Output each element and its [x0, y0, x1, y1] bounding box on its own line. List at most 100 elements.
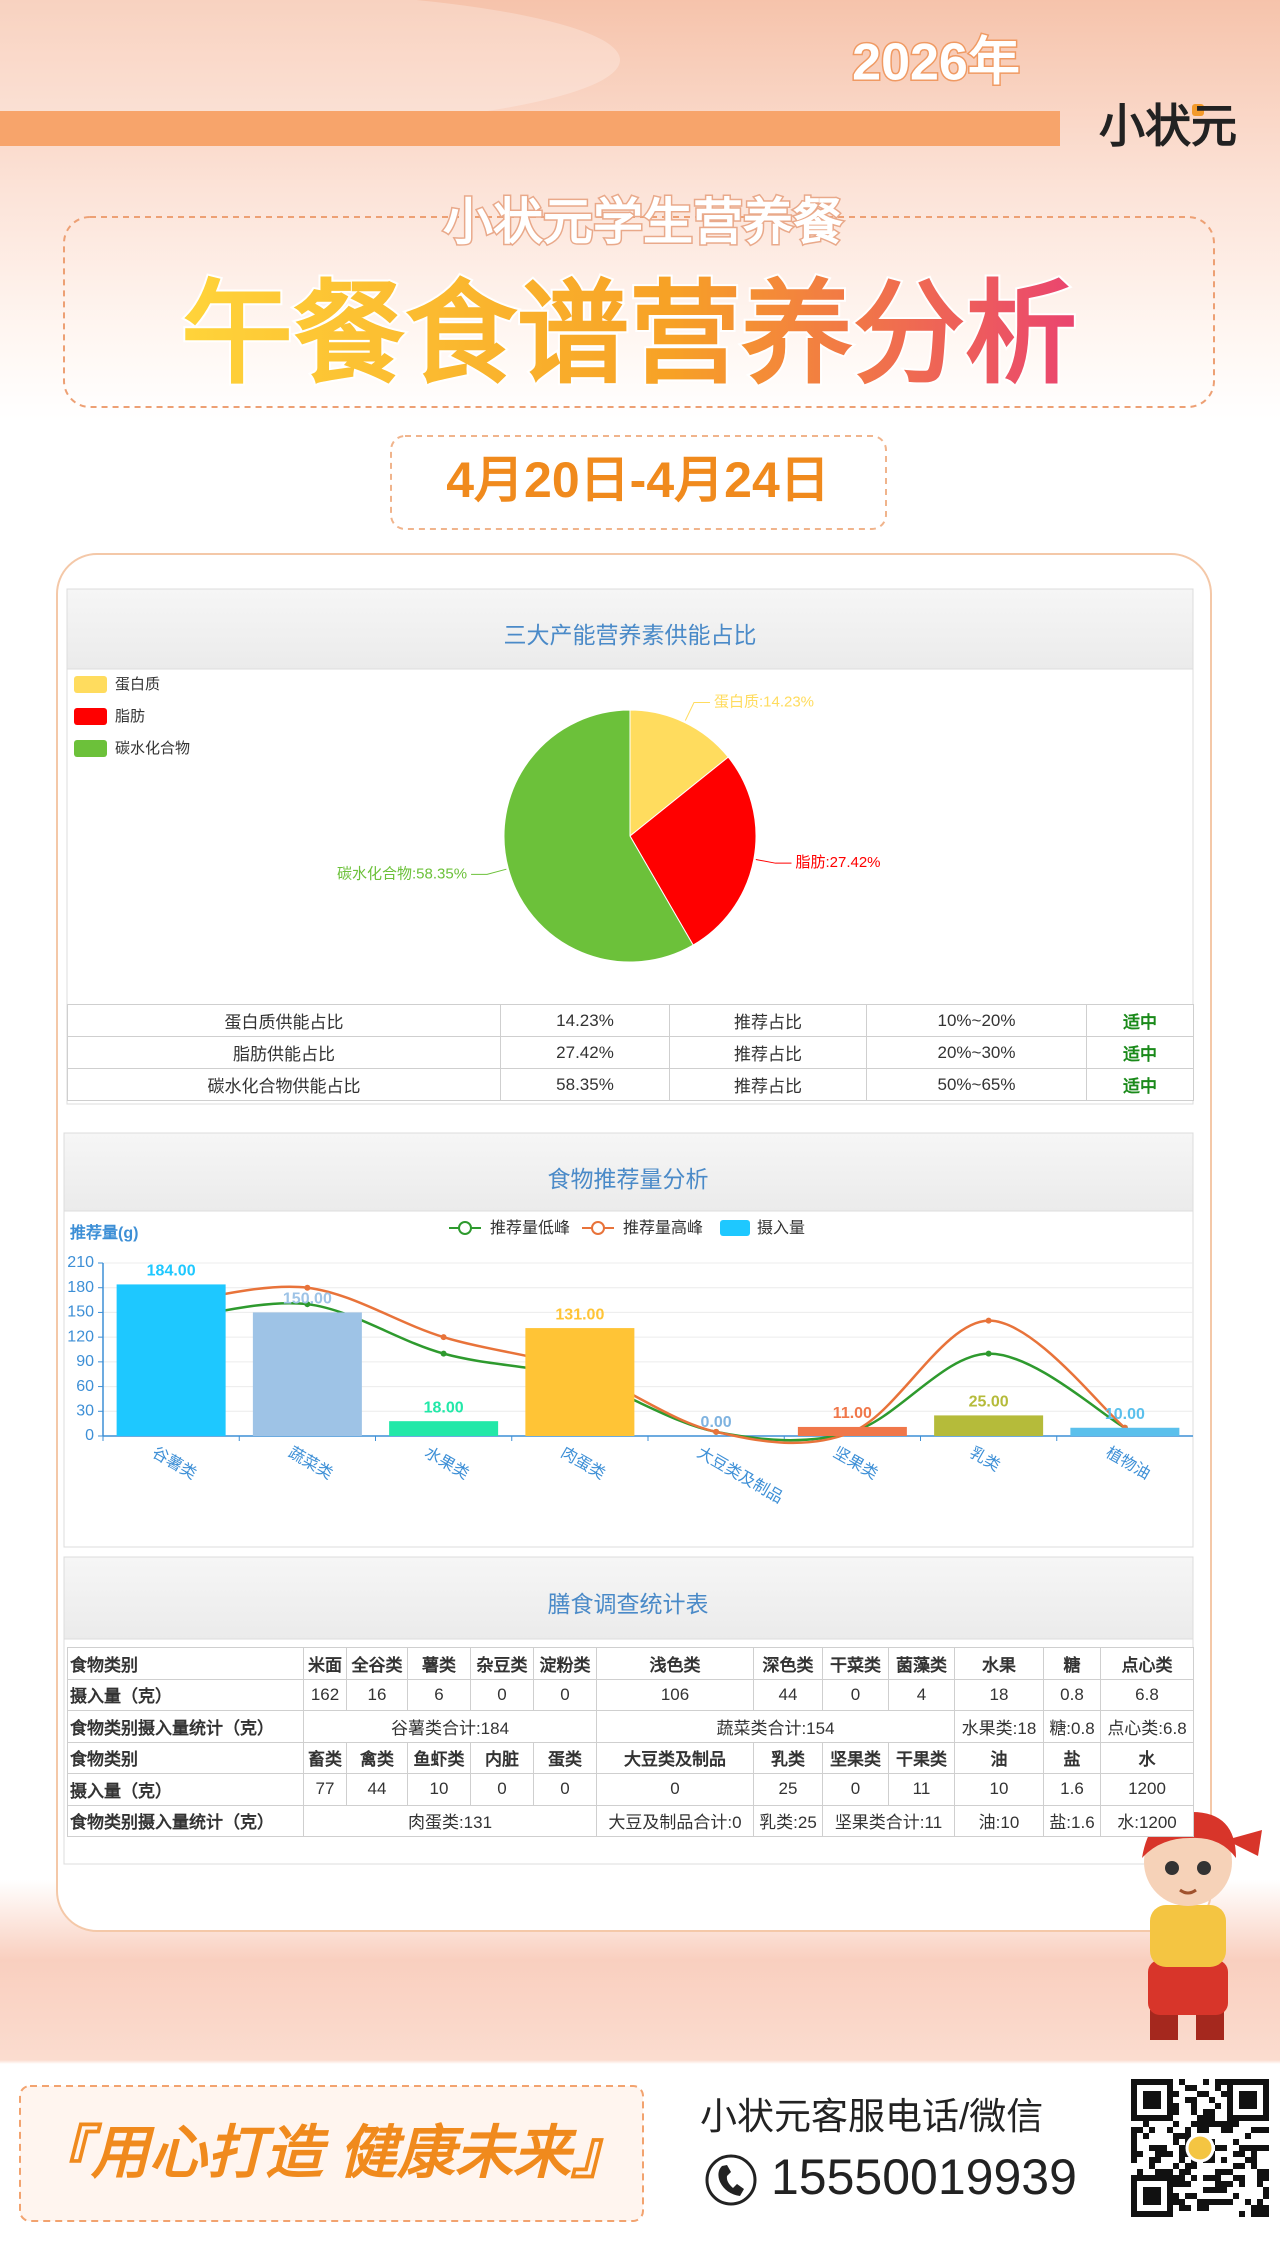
table-cell: 0 — [533, 1678, 597, 1711]
table-cell: 0 — [822, 1678, 889, 1711]
qr-module — [1263, 2187, 1269, 2193]
legend-marker — [458, 1221, 472, 1235]
qr-module — [1227, 2199, 1233, 2205]
table-cell: 1.6 — [1043, 1773, 1101, 1806]
qr-module — [1239, 2151, 1245, 2157]
qr-module — [1209, 2199, 1215, 2205]
qr-module — [1251, 2145, 1257, 2151]
qr-module — [1161, 2145, 1167, 2151]
qr-module — [1215, 2187, 1221, 2193]
phone-icon — [705, 2154, 757, 2206]
y-tick-label: 150 — [67, 1304, 94, 1321]
table-cell: 6 — [407, 1678, 471, 1711]
qr-module — [1257, 2211, 1263, 2217]
qr-module — [1257, 2127, 1263, 2133]
table-cell: 适中 — [1086, 1036, 1194, 1069]
bar — [389, 1421, 499, 1436]
label-leader — [755, 859, 792, 864]
qr-module — [1233, 2163, 1239, 2169]
qr-module — [1203, 2079, 1209, 2085]
y-tick-label: 30 — [76, 1403, 94, 1420]
table-cell: 菌藻类 — [888, 1647, 955, 1680]
qr-module — [1203, 2121, 1209, 2127]
legend-label: 蛋白质 — [115, 676, 160, 693]
qr-module — [1263, 2175, 1269, 2181]
qr-module — [1263, 2169, 1269, 2175]
qr-module — [1191, 2163, 1197, 2169]
qr-module — [1221, 2079, 1227, 2085]
legend-swatch — [74, 676, 107, 693]
y-tick-label: 120 — [67, 1328, 94, 1345]
qr-module — [1233, 2139, 1239, 2145]
qr-module — [1131, 2145, 1137, 2151]
table-cell: 乳类:25 — [753, 1804, 823, 1837]
qr-module — [1239, 2175, 1245, 2181]
data-label: 10.00 — [1105, 1406, 1145, 1423]
table-cell: 大豆及制品合计:0 — [596, 1804, 754, 1837]
qr-module — [1167, 2151, 1173, 2157]
table-cell: 内脏 — [470, 1741, 534, 1774]
legend-swatch — [74, 740, 107, 757]
y-tick-label: 0 — [85, 1427, 94, 1444]
main-title: 午餐食谱营养分析 — [181, 272, 1077, 397]
table-cell: 25 — [753, 1773, 823, 1806]
qr-module — [1203, 2127, 1209, 2133]
table-cell: 10%~20% — [866, 1004, 1087, 1037]
y-axis-label: 推荐量(g) — [70, 1223, 138, 1242]
qr-module — [1263, 2211, 1269, 2217]
qr-module — [1233, 2193, 1239, 2199]
qr-module — [1203, 2115, 1209, 2121]
table-row: 食物类别摄入量统计（克） 谷薯类合计:184 蔬菜类合计:154 水果类:18 糖:0.… — [67, 1710, 1194, 1743]
data-label: 碳水化合物:58.35% — [337, 865, 467, 882]
qr-module — [1155, 2151, 1161, 2157]
qr-module — [1185, 2097, 1191, 2103]
data-label: 131.00 — [555, 1306, 604, 1323]
qr-module — [1185, 2085, 1191, 2091]
bar — [252, 1312, 362, 1436]
qr-module — [1173, 2121, 1179, 2127]
table-cell: 水果 — [954, 1647, 1044, 1680]
line-point — [440, 1350, 447, 1357]
table-cell: 油 — [954, 1741, 1044, 1774]
table-cell: 适中 — [1086, 1004, 1194, 1037]
table-row: 食物类别摄入量统计（克） 肉蛋类:131 大豆及制品合计:0 乳类:25 坚果类合计:1… — [67, 1804, 1194, 1837]
qr-module — [1227, 2169, 1233, 2175]
table-cell: 干菜类 — [822, 1647, 889, 1680]
table-cell: 点心类:6.8 — [1100, 1710, 1194, 1743]
qr-module — [1173, 2199, 1179, 2205]
table-cell: 20%~30% — [866, 1036, 1087, 1069]
qr-module — [1197, 2121, 1203, 2127]
qr-module — [1131, 2127, 1137, 2133]
line — [170, 1302, 1126, 1442]
qr-module — [1245, 2145, 1251, 2151]
qr-module — [1197, 2127, 1203, 2133]
table-cell: 0 — [822, 1773, 889, 1806]
table-cell: 0 — [470, 1773, 534, 1806]
qr-module — [1167, 2127, 1173, 2133]
table-cell: 摄入量（克） — [67, 1773, 304, 1806]
phone-number: 15550019939 — [771, 2149, 1077, 2205]
qr-module — [1179, 2145, 1185, 2151]
table-row: 蛋白质供能占比 14.23% 推荐占比 10%~20% 适中 — [67, 1004, 1194, 1037]
contact-label: 小状元客服电话/微信 — [700, 2096, 1043, 2137]
table-cell: 50%~65% — [866, 1068, 1087, 1101]
qr-module — [1221, 2181, 1227, 2187]
table-cell: 推荐占比 — [669, 1068, 867, 1101]
qr-module — [1197, 2205, 1203, 2211]
table-cell: 水果类:18 — [954, 1710, 1044, 1743]
qr-module — [1203, 2091, 1209, 2097]
qr-module — [1191, 2109, 1197, 2115]
qr-module — [1179, 2133, 1185, 2139]
survey-table: 食物类别 米面 全谷类 薯类 杂豆类 淀粉类 浅色类 深色类 干菜类 菌藻类 水果糖点心类 摄入量（克… — [67, 1647, 1194, 1837]
qr-module — [1245, 2199, 1251, 2205]
table-cell: 糖 — [1043, 1647, 1101, 1680]
qr-module — [1149, 2163, 1155, 2169]
qr-module — [1233, 2175, 1239, 2181]
qr-finder — [1227, 2079, 1269, 2121]
qr-module — [1131, 2133, 1137, 2139]
table-cell: 杂豆类 — [470, 1647, 534, 1680]
pie-slice — [503, 709, 694, 963]
qr-module — [1155, 2145, 1161, 2151]
qr-module — [1251, 2205, 1257, 2211]
qr-module — [1173, 2091, 1179, 2097]
